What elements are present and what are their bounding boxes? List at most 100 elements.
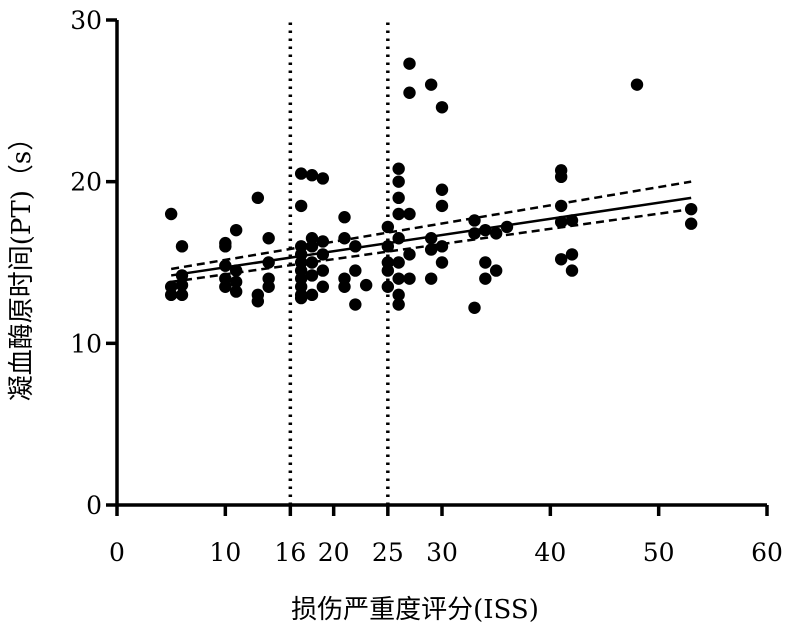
data-point — [392, 288, 405, 302]
data-point — [565, 214, 579, 227]
data-point — [262, 256, 275, 269]
data-point — [565, 248, 579, 261]
x-tick-label: 60 — [751, 538, 783, 567]
x-tick-label: 10 — [209, 538, 241, 567]
data-point — [479, 223, 492, 237]
data-point — [349, 240, 362, 253]
data-point — [630, 78, 644, 91]
data-point — [219, 236, 232, 250]
data-point — [424, 232, 438, 245]
data-point — [403, 57, 416, 70]
data-point — [381, 264, 395, 277]
data-point — [316, 235, 330, 248]
data-point — [175, 240, 189, 253]
x-axis-title: 损伤严重度评分(ISS) — [291, 595, 539, 625]
data-point — [424, 272, 438, 285]
data-point — [294, 291, 308, 305]
regression-layer — [170, 180, 692, 284]
data-point — [392, 298, 405, 311]
data-point — [489, 227, 503, 240]
data-point — [435, 199, 449, 213]
data-point — [684, 217, 698, 230]
x-tick-label: 30 — [426, 538, 458, 567]
data-point — [316, 264, 330, 277]
data-point — [229, 275, 243, 289]
data-point — [229, 223, 243, 237]
x-tick-label: 20 — [318, 538, 350, 567]
data-point — [435, 240, 449, 253]
x-tick-label: 50 — [643, 538, 675, 567]
data-point — [219, 259, 232, 272]
data-point — [305, 256, 319, 269]
data-point — [403, 86, 416, 99]
data-point — [349, 298, 362, 311]
data-point — [316, 280, 330, 293]
data-point — [381, 240, 395, 253]
data-point — [554, 199, 568, 213]
data-point — [175, 278, 189, 292]
data-point — [392, 175, 405, 188]
data-points — [164, 57, 698, 314]
data-point — [424, 78, 438, 91]
x-tick-label: 16 — [274, 538, 306, 567]
data-point — [262, 280, 275, 293]
data-point — [392, 272, 405, 285]
data-point — [468, 227, 481, 240]
data-point — [479, 256, 492, 269]
data-point — [305, 269, 319, 282]
data-point — [316, 248, 330, 261]
data-point — [251, 295, 265, 308]
data-point — [229, 285, 243, 298]
data-point — [403, 207, 416, 221]
data-point — [392, 162, 405, 175]
data-point — [489, 264, 503, 277]
data-point — [554, 215, 568, 229]
data-point — [305, 288, 319, 302]
data-point — [349, 264, 362, 277]
data-point — [305, 169, 319, 182]
data-point — [338, 211, 351, 224]
data-point — [219, 280, 232, 293]
data-point — [338, 280, 351, 293]
data-point — [262, 232, 275, 245]
data-point — [468, 214, 481, 227]
data-point — [316, 172, 330, 185]
y-tick-label: 30 — [70, 6, 102, 35]
data-point — [403, 272, 416, 285]
data-point — [435, 101, 449, 114]
data-point — [294, 199, 308, 213]
data-point — [554, 253, 568, 266]
data-point — [175, 269, 189, 282]
data-point — [565, 264, 579, 277]
data-point — [381, 280, 395, 293]
data-point — [392, 256, 405, 269]
y-axis-title: 凝血酶原时间(PT)（s） — [7, 125, 37, 401]
data-point — [229, 264, 243, 277]
y-tick-label: 20 — [70, 168, 102, 197]
x-tick-label: 40 — [534, 538, 566, 567]
data-point — [164, 207, 178, 221]
data-point — [392, 207, 405, 221]
x-tick-label: 0 — [109, 538, 125, 567]
data-point — [479, 272, 492, 285]
data-point — [403, 248, 416, 261]
x-tick-label: 25 — [372, 538, 404, 567]
data-point — [435, 256, 449, 269]
data-point — [294, 167, 308, 180]
data-point — [435, 183, 449, 196]
data-point — [381, 220, 395, 234]
data-point — [164, 288, 178, 302]
data-point — [305, 240, 319, 253]
data-point — [251, 191, 265, 205]
axes: 0 10 16 20 25 30 40 50 60 0 10 20 30 — [70, 6, 783, 567]
data-point — [175, 288, 189, 302]
data-point — [359, 278, 373, 292]
data-point — [338, 232, 351, 245]
data-point — [392, 232, 405, 245]
data-point — [468, 301, 481, 314]
y-tick-label: 10 — [70, 329, 102, 358]
confidence-band-upper — [170, 180, 692, 271]
data-point — [554, 170, 568, 184]
data-point — [684, 202, 698, 216]
